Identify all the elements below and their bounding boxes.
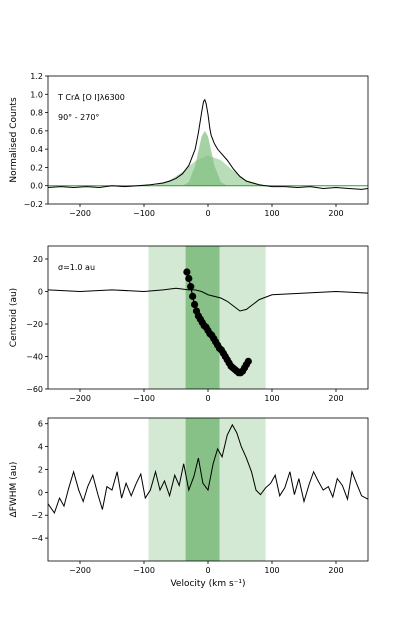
y-tick-label: 2 <box>38 465 43 474</box>
y-axis-label: Normalised Counts <box>9 97 19 183</box>
y-axis-label: Centroid (au) <box>9 288 19 347</box>
y-tick-label: −40 <box>26 353 43 362</box>
x-tick-label: 0 <box>205 209 210 218</box>
x-tick-label: −100 <box>133 566 155 575</box>
x-axis-label: Velocity (km s⁻¹) <box>170 579 245 589</box>
y-tick-label: 0.0 <box>30 182 43 191</box>
x-tick-label: 200 <box>328 566 343 575</box>
x-tick-label: −200 <box>69 209 91 218</box>
y-tick-label: 6 <box>38 420 43 429</box>
y-tick-label: −4 <box>31 534 43 543</box>
centroid-point <box>185 274 193 283</box>
shaded-region-dark <box>185 418 220 561</box>
y-tick-label: 0.2 <box>30 163 43 172</box>
centroid-point <box>187 283 195 291</box>
x-tick-label: 100 <box>264 394 279 403</box>
y-tick-label: 1.2 <box>30 72 43 81</box>
y-tick-label: 0 <box>38 488 43 497</box>
y-tick-label: 1.0 <box>30 90 43 99</box>
annotation-sigma: σ=1.0 au <box>58 263 95 272</box>
series-line-line <box>48 287 368 312</box>
y-tick-label: 0.8 <box>30 109 43 118</box>
y-tick-label: −2 <box>31 511 43 520</box>
x-tick-label: 100 <box>264 566 279 575</box>
y-tick-label: 4 <box>38 443 43 452</box>
series-line-line <box>48 423 368 515</box>
y-tick-label: 20 <box>33 255 43 264</box>
y-tick-label: 0 <box>38 288 43 297</box>
annotation-line-name: T CrA [O I]λ6300 <box>57 93 125 102</box>
centroid-point <box>244 357 252 365</box>
x-tick-label: 200 <box>328 394 343 403</box>
x-tick-label: −200 <box>69 394 91 403</box>
x-tick-label: 200 <box>328 209 343 218</box>
y-tick-label: 0.4 <box>30 145 43 154</box>
x-tick-label: 100 <box>264 209 279 218</box>
centroid-point <box>190 300 199 309</box>
y-tick-label: −60 <box>26 385 43 394</box>
x-tick-label: −100 <box>133 209 155 218</box>
centroid-point <box>183 268 191 276</box>
x-tick-label: −200 <box>69 566 91 575</box>
series-line-observed <box>48 98 368 190</box>
panel-fwhm: −200 −100 0 100 200 −4 −2 0 2 4 6 ΔFWHM (au) Velo… <box>9 417 369 589</box>
x-tick-label: 0 <box>205 566 210 575</box>
x-tick-label: −100 <box>133 394 155 403</box>
centroid-point <box>189 292 197 300</box>
y-tick-label: −0.2 <box>24 200 43 209</box>
y-tick-label: 0.6 <box>30 127 43 136</box>
annotation-angle-range: 90° - 270° <box>58 113 99 122</box>
panel-spectrum: −200 −100 0 100 200 −0.2 0.0 0.2 0.4 0.6 0.8 1.0 1.… <box>9 72 369 218</box>
narrow-gaussian-component <box>182 130 228 186</box>
x-tick-label: 0 <box>205 394 210 403</box>
y-tick-label: −20 <box>26 320 43 329</box>
y-axis-label: ΔFWHM (au) <box>9 462 19 518</box>
